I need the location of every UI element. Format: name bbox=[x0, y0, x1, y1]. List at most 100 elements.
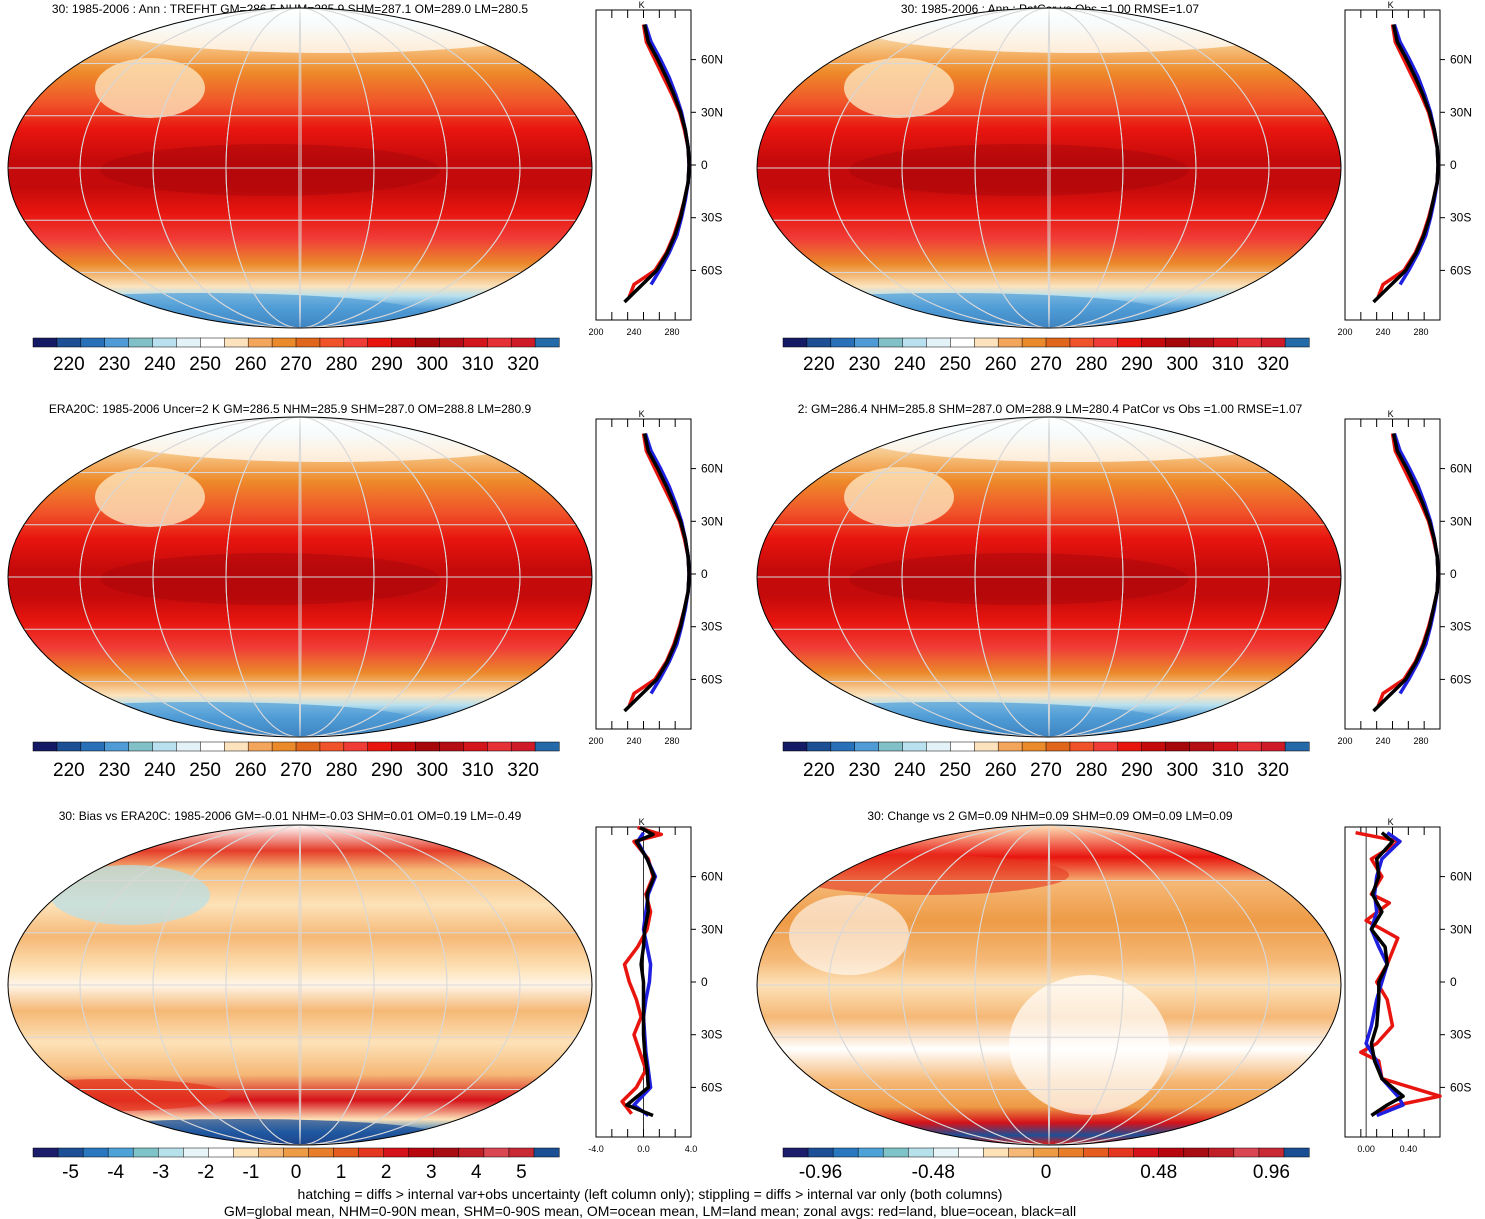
zonal-plot: 60N 30N 0 30S 60S K 200 240 280 bbox=[1337, 0, 1472, 337]
colorbar-swatch bbox=[415, 337, 441, 348]
x-tick-label: 200 bbox=[1337, 736, 1352, 746]
colorbar-swatch bbox=[933, 1147, 959, 1158]
colorbar-label: 250 bbox=[939, 760, 971, 781]
colorbar-swatch bbox=[832, 1147, 859, 1158]
tibet-cool bbox=[844, 58, 954, 118]
x-tick-label: 240 bbox=[1375, 736, 1390, 746]
x-tick-label: 280 bbox=[664, 327, 679, 337]
zonal-line-ocean bbox=[1392, 23, 1440, 286]
x-tick-label: 200 bbox=[588, 327, 603, 337]
colorbar-swatch bbox=[56, 741, 82, 752]
colorbar: 220 230 240 250 260 270 280 290 300 310 320 bbox=[32, 741, 560, 781]
colorbar-swatch bbox=[433, 1147, 460, 1158]
colorbar-swatch bbox=[283, 1147, 310, 1158]
zonal-plot: 60N 30N 0 30S 60S K -4.0 0.0 4.0 bbox=[588, 817, 723, 1154]
colorbar-swatch bbox=[878, 741, 904, 752]
colorbar-label: 230 bbox=[848, 354, 880, 375]
colorbar-label: 240 bbox=[144, 760, 176, 781]
colorbar-label: 310 bbox=[1212, 354, 1244, 375]
colorbar-swatch bbox=[1237, 741, 1262, 752]
panel-title: 30: Bias vs ERA20C: 1985-2006 GM=-0.01 N… bbox=[59, 809, 522, 823]
unit-label: K bbox=[639, 817, 645, 827]
colorbar-swatch bbox=[1058, 1147, 1085, 1158]
panel-3: ERA20C: 1985-2006 Uncer=2 K GM=286.5 NHM… bbox=[7, 402, 723, 781]
colorbar-swatch bbox=[1021, 741, 1047, 752]
lat-label: 60S bbox=[701, 1080, 722, 1094]
tibet-cool bbox=[95, 467, 205, 527]
lat-label: 0 bbox=[701, 567, 708, 581]
colorbar-swatch bbox=[807, 1147, 834, 1158]
colorbar-swatch bbox=[1108, 1147, 1135, 1158]
longitude-line bbox=[225, 8, 375, 328]
colorbar-swatch bbox=[1260, 741, 1286, 752]
lat-label: 0 bbox=[1450, 158, 1457, 172]
colorbar-label: 0 bbox=[1041, 1162, 1052, 1183]
colorbar-label: 0.96 bbox=[1253, 1162, 1290, 1183]
colorbar-swatch bbox=[80, 741, 106, 752]
colorbar-swatch bbox=[333, 1147, 360, 1158]
lat-label: 60S bbox=[1450, 672, 1471, 686]
colorbar-swatch bbox=[157, 1147, 184, 1158]
colorbar-swatch bbox=[1069, 741, 1095, 752]
colorbar-swatch bbox=[1213, 741, 1238, 752]
tibet-cool bbox=[844, 467, 954, 527]
colorbar-swatch bbox=[408, 1147, 435, 1158]
colorbar-swatch bbox=[483, 1147, 510, 1158]
colorbar-swatch bbox=[983, 1147, 1009, 1158]
footer-note-hatching: hatching = diffs > internal var+obs unce… bbox=[297, 1186, 1003, 1202]
colorbar-swatch bbox=[997, 741, 1023, 752]
antarctic-cold bbox=[757, 293, 1169, 328]
colorbar-label: 230 bbox=[98, 760, 130, 781]
unit-label: K bbox=[1388, 0, 1394, 10]
colorbar-swatch bbox=[1284, 337, 1310, 348]
colorbar-swatch bbox=[415, 741, 441, 752]
colorbar-swatch bbox=[1189, 337, 1214, 348]
colorbar-swatch bbox=[1158, 1147, 1185, 1158]
colorbar-swatch bbox=[383, 1147, 410, 1158]
colorbar-swatch bbox=[176, 741, 201, 752]
colorbar-swatch bbox=[1045, 741, 1071, 752]
colorbar-label: 310 bbox=[462, 760, 494, 781]
longitude-line bbox=[152, 825, 448, 1145]
colorbar-label: 280 bbox=[326, 354, 358, 375]
colorbar-swatch bbox=[902, 337, 928, 348]
colorbar-swatch bbox=[176, 337, 201, 348]
colorbar-swatch bbox=[1093, 741, 1119, 752]
colorbar-swatch bbox=[882, 1147, 909, 1158]
colorbar-label: 270 bbox=[280, 354, 312, 375]
longitude-line bbox=[1047, 8, 1051, 328]
colorbar-label: 4 bbox=[471, 1162, 482, 1183]
bias-cold bbox=[40, 1119, 440, 1145]
longitude-line bbox=[225, 417, 375, 737]
colorbar-swatch bbox=[200, 337, 225, 348]
colorbar: 220 230 240 250 260 270 280 290 300 310 320 bbox=[32, 337, 560, 375]
lat-label: 60S bbox=[1450, 263, 1471, 277]
change-neutral-2 bbox=[789, 895, 909, 975]
colorbar-swatch bbox=[319, 741, 345, 752]
longitude-line bbox=[901, 825, 1197, 1145]
colorbar-label: 280 bbox=[1076, 354, 1108, 375]
colorbar-swatch bbox=[104, 337, 130, 348]
colorbar-swatch bbox=[1141, 337, 1167, 348]
colorbar-label: 320 bbox=[507, 354, 539, 375]
zonal-line-all bbox=[1372, 433, 1440, 713]
warm-pool bbox=[849, 144, 1189, 196]
map-border bbox=[756, 7, 1342, 329]
colorbar-label: 300 bbox=[416, 760, 448, 781]
zonal-line-ocean bbox=[643, 432, 691, 695]
colorbar-label: 290 bbox=[371, 760, 403, 781]
panel-1: 30: 1985-2006 : Ann : TREFHT GM=286.5 NH… bbox=[7, 0, 723, 375]
colorbar-label: 230 bbox=[98, 354, 130, 375]
colorbar-label: 310 bbox=[1212, 760, 1244, 781]
colorbar-swatch bbox=[152, 741, 178, 752]
colorbar-swatch bbox=[104, 741, 130, 752]
panel-5: 30: Bias vs ERA20C: 1985-2006 GM=-0.01 N… bbox=[7, 809, 723, 1183]
zonal-line-land bbox=[1355, 830, 1442, 1116]
colorbar-label: 220 bbox=[53, 760, 85, 781]
x-tick-label: 280 bbox=[664, 736, 679, 746]
colorbar-swatch bbox=[907, 1147, 934, 1158]
antarctic-cold bbox=[8, 293, 420, 328]
longitude-line bbox=[1047, 417, 1051, 737]
lat-label: 60N bbox=[1450, 462, 1472, 476]
colorbar-swatch bbox=[854, 337, 880, 348]
